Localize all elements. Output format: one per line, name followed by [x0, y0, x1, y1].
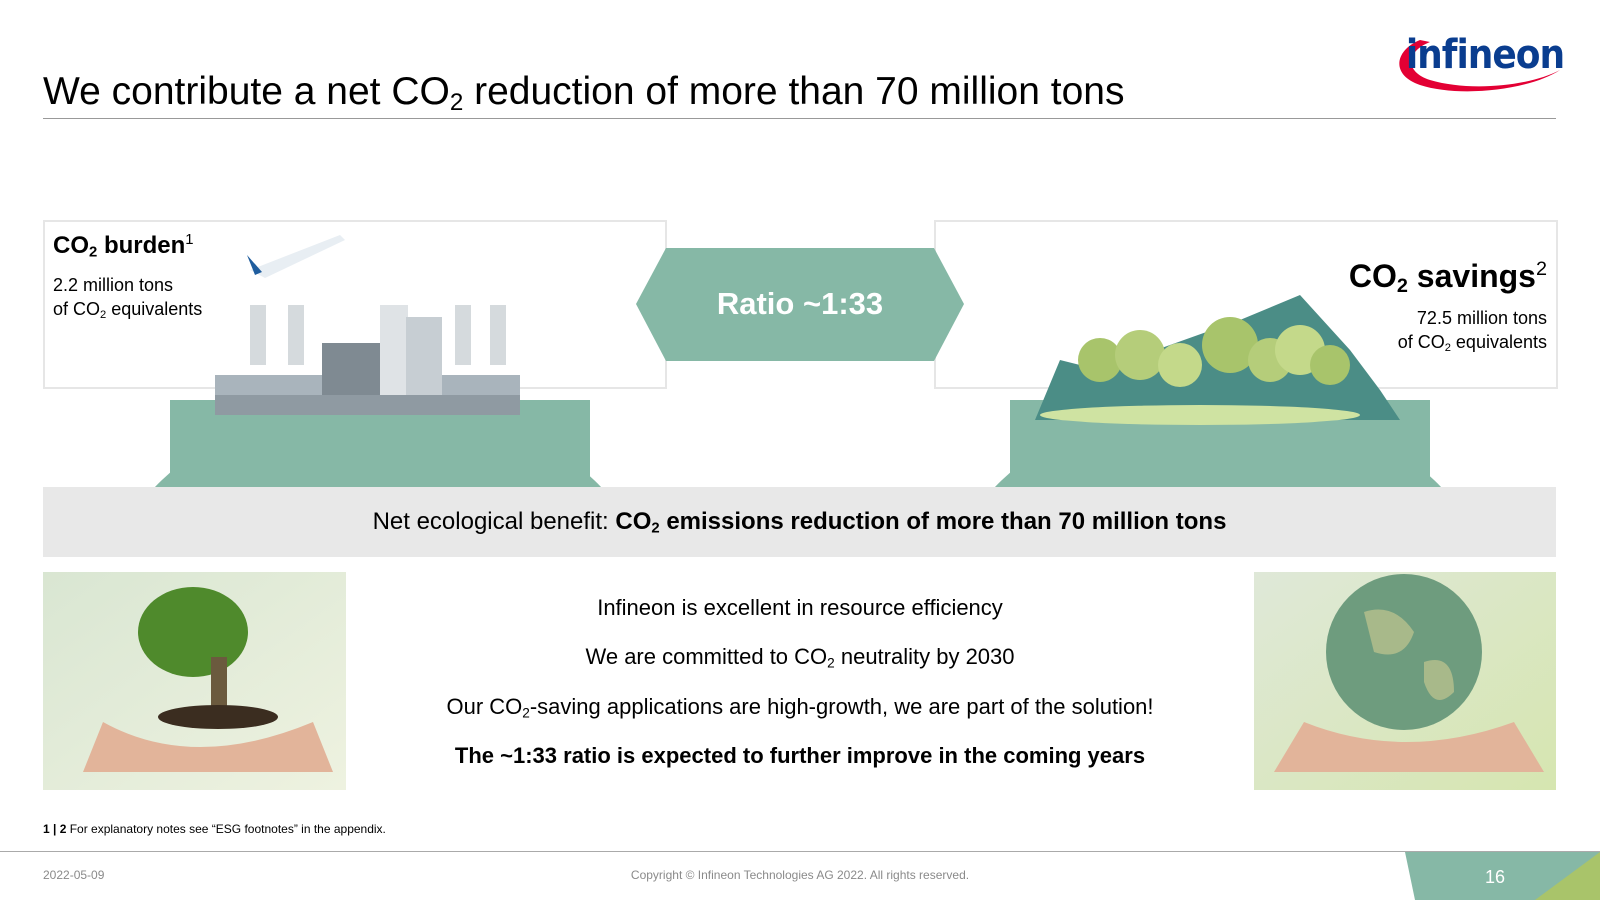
- illustration-front: [215, 235, 1400, 425]
- text: CO: [1348, 258, 1397, 294]
- text: burden: [97, 232, 186, 259]
- burden-text: 2.2 million tons of CO2 equivalents: [53, 273, 202, 327]
- statement: We are committed to CO2 neutrality by 20…: [350, 644, 1250, 670]
- title: We contribute a net CO2 reduction of mor…: [43, 70, 1124, 117]
- statement: Infineon is excellent in resource effici…: [350, 595, 1250, 621]
- text: of CO2 equivalents: [53, 297, 202, 327]
- text: equivalents: [106, 299, 203, 319]
- ratio-hexagon: Ratio ~1:33: [636, 248, 964, 361]
- text: of CO: [1397, 332, 1445, 352]
- text: 2.2 million tons: [53, 275, 174, 295]
- page-number: 16: [1485, 867, 1505, 887]
- footnote-text: For explanatory notes see “ESG footnotes…: [66, 822, 386, 836]
- plane: [247, 235, 345, 278]
- photo-tree: [43, 572, 346, 790]
- factory: [215, 305, 520, 415]
- subscript: 2: [89, 244, 98, 261]
- page-tab: 16: [1405, 852, 1600, 900]
- trees: [1035, 295, 1400, 425]
- text: equivalents: [1450, 332, 1547, 352]
- subscript: 2: [651, 520, 660, 537]
- text: 72.5 million tons: [1416, 308, 1547, 328]
- text: of CO2 equivalents: [1398, 330, 1547, 360]
- subscript: 2: [1444, 341, 1451, 354]
- savings-heading: CO2 savings2: [1349, 258, 1547, 298]
- ratio-text: Ratio ~1:33: [717, 286, 883, 321]
- text: neutrality by 2030: [834, 644, 1015, 669]
- text: CO: [615, 507, 652, 535]
- statement: Our CO2-saving applications are high-gro…: [350, 694, 1250, 720]
- subscript: 2: [827, 655, 835, 671]
- text: savings: [1407, 258, 1536, 294]
- footnote: 1 | 2 For explanatory notes see “ESG foo…: [43, 822, 386, 836]
- footer-copyright: Copyright © Infineon Technologies AG 202…: [630, 868, 970, 882]
- title-rule: [43, 118, 1556, 119]
- photo-globe: [1254, 572, 1556, 790]
- title-text: We contribute a net CO: [43, 70, 450, 113]
- text: Our CO: [446, 694, 523, 719]
- footnote-marks: 1 | 2: [43, 822, 67, 836]
- text: We are committed to CO: [585, 644, 828, 669]
- text: of CO: [53, 299, 101, 319]
- benefit-band: Net ecological benefit: CO2 emissions re…: [43, 487, 1556, 557]
- text: -saving applications are high-growth, we…: [529, 694, 1154, 719]
- footer-rule: [0, 851, 1600, 852]
- text: CO2 emissions reduction of more than 70 …: [615, 508, 1226, 537]
- subscript: 2: [522, 705, 530, 721]
- text: Net ecological benefit:: [372, 508, 616, 535]
- footer-date: 2022-05-09: [43, 868, 105, 882]
- statement: The ~1:33 ratio is expected to further i…: [350, 743, 1250, 769]
- text: Infineon is excellent in resource effici…: [597, 595, 1003, 620]
- savings-text: 72.5 million tons of CO2 equivalents: [1398, 306, 1547, 360]
- subscript: 2: [1396, 274, 1408, 297]
- logo: infineon: [1399, 32, 1565, 92]
- superscript: 1: [185, 232, 194, 249]
- logo-text: infineon: [1406, 32, 1564, 78]
- title-text: reduction of more than 70 million tons: [463, 70, 1125, 113]
- subscript: 2: [100, 308, 107, 321]
- text: emissions reduction of more than 70 mill…: [659, 507, 1227, 535]
- text: The ~1:33 ratio is expected to further i…: [454, 743, 1146, 768]
- text: CO: [53, 232, 89, 259]
- superscript: 2: [1535, 258, 1547, 281]
- subscript: 2: [449, 89, 464, 117]
- burden-heading: CO2 burden1: [53, 232, 194, 261]
